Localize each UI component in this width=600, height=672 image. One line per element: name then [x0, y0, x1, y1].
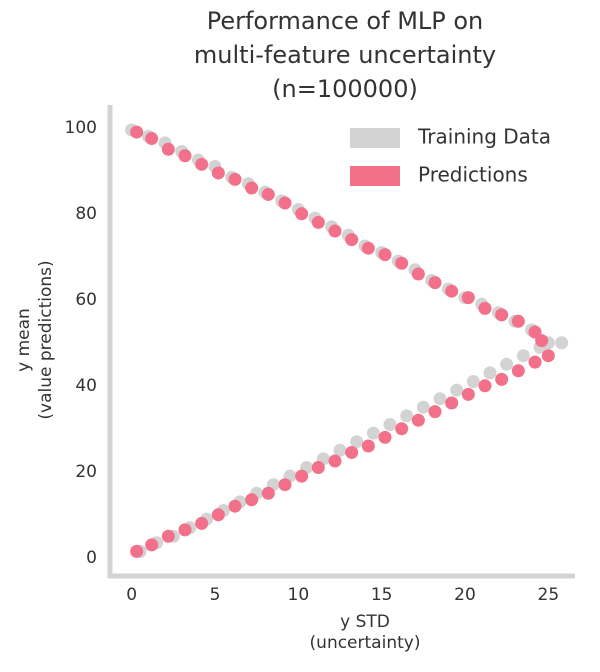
- point: [178, 149, 192, 163]
- point: [541, 349, 555, 363]
- y-tick-label: 80: [75, 204, 97, 224]
- x-axis-label: (uncertainty): [310, 633, 421, 653]
- y-tick-label: 0: [86, 548, 97, 568]
- point: [433, 392, 447, 406]
- point: [228, 499, 242, 513]
- point: [161, 529, 175, 543]
- y-axis-label: (value predictions): [36, 260, 56, 419]
- point: [466, 374, 480, 388]
- point: [195, 516, 209, 530]
- point: [178, 523, 192, 537]
- point: [361, 439, 375, 453]
- point: [145, 132, 159, 146]
- point: [345, 233, 359, 247]
- point: [295, 469, 309, 483]
- point: [445, 396, 459, 410]
- point: [245, 493, 259, 507]
- point: [495, 308, 509, 322]
- point: [416, 400, 430, 414]
- point: [450, 383, 464, 397]
- point: [511, 314, 525, 328]
- point: [395, 422, 409, 436]
- point: [516, 349, 530, 363]
- point: [278, 478, 292, 492]
- point: [161, 142, 175, 156]
- point: [528, 355, 542, 369]
- point: [461, 291, 475, 305]
- point: [411, 413, 425, 427]
- point: [328, 224, 342, 238]
- x-axis-label: y STD: [340, 612, 390, 632]
- point: [345, 445, 359, 459]
- y-tick-label: 100: [65, 118, 97, 138]
- y-axis-label: y mean: [14, 308, 34, 372]
- x-tick-label: 15: [371, 585, 393, 605]
- point: [500, 357, 514, 371]
- point: [555, 336, 569, 350]
- x-tick-label: 0: [126, 585, 137, 605]
- point: [350, 435, 364, 449]
- x-tick-label: 10: [288, 585, 310, 605]
- y-tick-label: 60: [75, 290, 97, 310]
- point: [245, 181, 259, 195]
- point: [278, 196, 292, 210]
- chart-title: multi-feature uncertainty: [194, 41, 496, 69]
- point: [295, 207, 309, 221]
- point: [378, 430, 392, 444]
- point: [378, 248, 392, 262]
- chart-title: Performance of MLP on: [207, 7, 484, 35]
- x-tick-label: 20: [454, 585, 476, 605]
- point: [145, 538, 159, 552]
- point: [366, 426, 380, 440]
- point: [411, 267, 425, 281]
- point: [383, 417, 397, 431]
- point: [478, 301, 492, 315]
- point: [461, 387, 475, 401]
- point: [445, 284, 459, 298]
- point: [261, 486, 275, 500]
- point: [511, 364, 525, 378]
- point: [361, 241, 375, 255]
- point: [261, 187, 275, 201]
- point: [535, 334, 549, 348]
- point: [130, 125, 144, 139]
- x-tick-label: 25: [538, 585, 560, 605]
- point: [483, 366, 497, 380]
- y-tick-label: 20: [75, 462, 97, 482]
- y-tick-label: 40: [75, 376, 97, 396]
- x-tick-label: 5: [210, 585, 221, 605]
- point: [395, 256, 409, 270]
- point: [211, 166, 225, 180]
- point: [333, 443, 347, 457]
- point: [428, 405, 442, 419]
- point: [311, 460, 325, 474]
- point: [211, 508, 225, 522]
- point: [195, 157, 209, 171]
- point: [478, 379, 492, 393]
- legend-swatch: [350, 166, 400, 186]
- point: [428, 276, 442, 290]
- point: [400, 409, 414, 423]
- chart-title: (n=100000): [272, 75, 418, 103]
- legend-label: Training Data: [417, 125, 551, 149]
- legend-label: Predictions: [418, 163, 528, 187]
- point: [228, 172, 242, 186]
- point: [328, 454, 342, 468]
- legend-swatch: [350, 128, 400, 148]
- point: [495, 372, 509, 386]
- point: [311, 215, 325, 229]
- point: [130, 544, 144, 558]
